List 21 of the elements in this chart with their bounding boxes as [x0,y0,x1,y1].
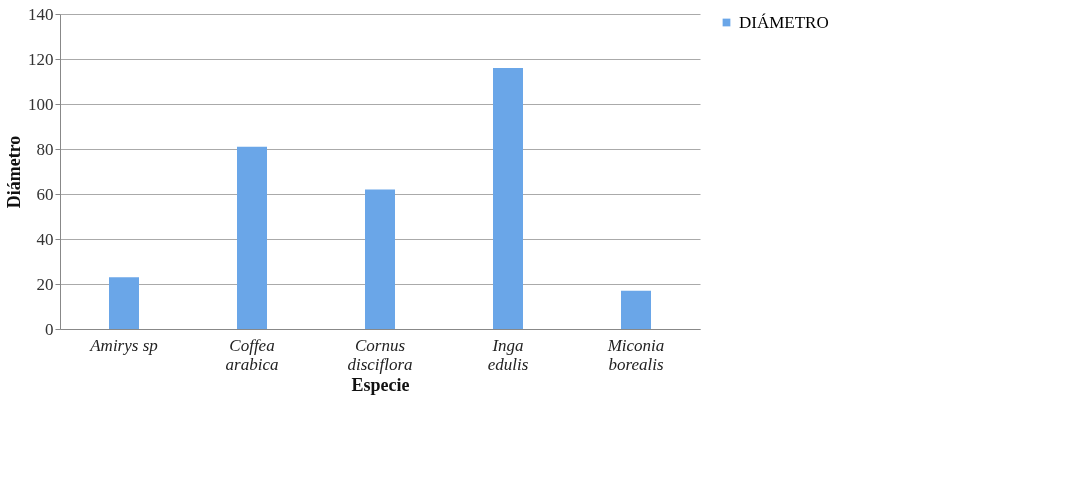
y-tick-label: 120 [28,49,54,69]
x-tick-label: Cornus disciflora [347,335,413,374]
bar [237,146,267,329]
y-tick-label: 40 [36,229,54,249]
bar [621,290,651,329]
y-tick-label: 140 [28,4,54,24]
bar [109,277,139,329]
x-tick-label: Inga edulis [487,335,529,374]
x-tick-label: Coffea arabica [225,335,279,374]
y-tick-label: 100 [28,94,54,114]
x-tick-label: Miconia borealis [606,335,665,374]
y-tick-label: 60 [36,184,54,204]
legend-label: DIÁMETRO [739,12,829,32]
y-tick-label: 20 [36,274,54,294]
y-tick-label: 80 [36,139,54,159]
x-axis-title: Especie [351,374,410,395]
bar [493,68,523,329]
y-tick-label: 0 [45,319,54,339]
y-axis-title: Diámetro [4,135,24,209]
x-tick-label: Amirys sp [89,335,158,355]
bar [365,189,395,329]
